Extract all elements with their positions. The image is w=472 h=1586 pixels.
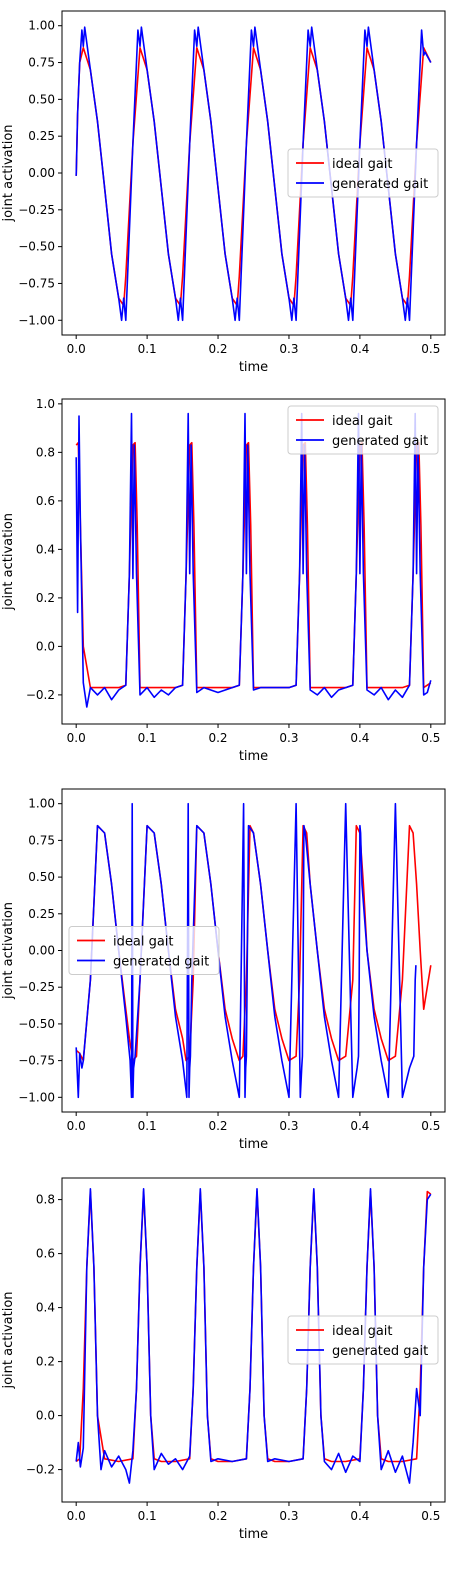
- x-tick-label: 0.2: [208, 342, 227, 356]
- legend: ideal gait generated gait: [287, 1315, 439, 1365]
- y-axis-label: joint activation: [1, 1291, 16, 1389]
- y-tick-label: −0.25: [18, 203, 55, 217]
- x-tick-label: 0.3: [279, 1509, 298, 1523]
- y-tick-label: 0.0: [36, 1409, 55, 1423]
- x-tick-label: 0.4: [350, 731, 369, 745]
- x-tick-label: 0.1: [138, 1119, 157, 1133]
- x-tick-label: 0.5: [421, 731, 440, 745]
- plot-frame: [61, 398, 446, 725]
- y-axis-label: joint activation: [1, 124, 16, 222]
- y-tick-label: 0.00: [28, 944, 55, 958]
- x-tick-label: 0.0: [67, 342, 86, 356]
- x-tick-label: 0.4: [350, 1509, 369, 1523]
- x-tick-label: 0.0: [67, 1119, 86, 1133]
- x-tick-label: 0.4: [350, 1119, 369, 1133]
- x-tick-label: 0.1: [138, 1509, 157, 1523]
- y-tick-label: 0.00: [28, 166, 55, 180]
- plot-frame: [61, 1177, 446, 1503]
- legend-entry-generated-gait: generated gait: [332, 434, 428, 449]
- y-axis-label: joint activation: [1, 513, 16, 611]
- y-axis-label: joint activation: [1, 902, 16, 1000]
- x-axis-label: time: [239, 360, 268, 375]
- y-tick-label: −0.50: [18, 1017, 55, 1031]
- y-tick-label: 0.0: [36, 639, 55, 653]
- chart-panel-1: 0.0 0.1 0.2 0.3 0.4 0.5 −1.00 −0.75 −0.50 −0.25 0.…: [1, 10, 446, 375]
- y-tick-label: −1.00: [18, 313, 55, 327]
- x-tick-label: 0.0: [67, 731, 86, 745]
- x-tick-label: 0.3: [279, 342, 298, 356]
- chart-panel-3: 0.0 0.1 0.2 0.3 0.4 0.5 −1.00 −0.75 −0.50 −0.25 0.…: [1, 788, 446, 1152]
- y-tick-label: 0.25: [28, 907, 55, 921]
- y-tick-label: 0.2: [36, 1355, 55, 1369]
- legend-entry-generated-gait: generated gait: [332, 177, 428, 192]
- y-tick-label: 0.50: [28, 92, 55, 106]
- y-tick-label: 0.4: [36, 1301, 55, 1315]
- chart-panel-2: 0.0 0.1 0.2 0.3 0.4 0.5 −0.2 0.0 0.2 0.4 0.6 0.8 1.0…: [1, 397, 446, 764]
- series-line-generated-gait: [75, 412, 432, 708]
- series-line-ideal-gait: [75, 441, 432, 689]
- y-tick-label: −0.50: [18, 240, 55, 254]
- x-tick-label: 0.3: [279, 731, 298, 745]
- y-tick-label: −0.75: [18, 1054, 55, 1068]
- y-tick-label: −0.2: [26, 688, 55, 702]
- y-tick-label: 0.8: [36, 445, 55, 459]
- x-tick-label: 0.4: [350, 342, 369, 356]
- y-tick-label: 0.6: [36, 1247, 55, 1261]
- x-tick-label: 0.3: [279, 1119, 298, 1133]
- y-tick-label: 0.75: [28, 833, 55, 847]
- y-tick-label: 0.50: [28, 870, 55, 884]
- legend: ideal gait generated gait: [287, 405, 439, 455]
- x-axis-label: time: [239, 1527, 268, 1542]
- y-tick-label: 0.25: [28, 129, 55, 143]
- legend: ideal gait generated gait: [68, 926, 220, 975]
- y-tick-label: 1.0: [36, 397, 55, 411]
- series-line-generated-gait: [75, 802, 417, 1099]
- chart-panel-4: 0.0 0.1 0.2 0.3 0.4 0.5 −0.2 0.0 0.2 0.4 0.6 0.8 tim…: [1, 1177, 446, 1542]
- legend-box: [287, 405, 439, 455]
- x-tick-label: 0.2: [208, 1119, 227, 1133]
- y-tick-label: 0.75: [28, 56, 55, 70]
- y-tick-label: 1.00: [28, 19, 55, 33]
- x-tick-label: 0.1: [138, 731, 157, 745]
- y-tick-label: −0.25: [18, 980, 55, 994]
- legend-entry-generated-gait: generated gait: [113, 955, 209, 970]
- legend-box: [287, 148, 439, 198]
- x-tick-label: 0.2: [208, 731, 227, 745]
- y-tick-label: 0.4: [36, 542, 55, 556]
- y-tick-label: −1.00: [18, 1090, 55, 1104]
- x-axis-label: time: [239, 749, 268, 764]
- x-tick-label: 0.5: [421, 342, 440, 356]
- y-tick-label: 0.6: [36, 494, 55, 508]
- x-tick-label: 0.0: [67, 1509, 86, 1523]
- y-tick-label: 0.2: [36, 591, 55, 605]
- legend-entry-ideal-gait: ideal gait: [332, 157, 393, 172]
- legend-entry-generated-gait: generated gait: [332, 1344, 428, 1359]
- y-tick-label: 1.00: [28, 797, 55, 811]
- legend-entry-ideal-gait: ideal gait: [113, 935, 174, 950]
- series-line-generated-gait: [75, 26, 432, 322]
- x-axis-label: time: [239, 1137, 268, 1152]
- x-tick-label: 0.5: [421, 1509, 440, 1523]
- x-tick-label: 0.1: [138, 342, 157, 356]
- y-tick-label: −0.75: [18, 276, 55, 290]
- x-tick-label: 0.2: [208, 1509, 227, 1523]
- legend-entry-ideal-gait: ideal gait: [332, 414, 393, 429]
- legend-box: [68, 926, 220, 975]
- y-tick-label: 0.8: [36, 1193, 55, 1207]
- legend-box: [287, 1315, 439, 1365]
- legend: ideal gait generated gait: [287, 148, 439, 198]
- x-tick-label: 0.5: [421, 1119, 440, 1133]
- y-tick-label: −0.2: [26, 1463, 55, 1477]
- legend-entry-ideal-gait: ideal gait: [332, 1324, 393, 1339]
